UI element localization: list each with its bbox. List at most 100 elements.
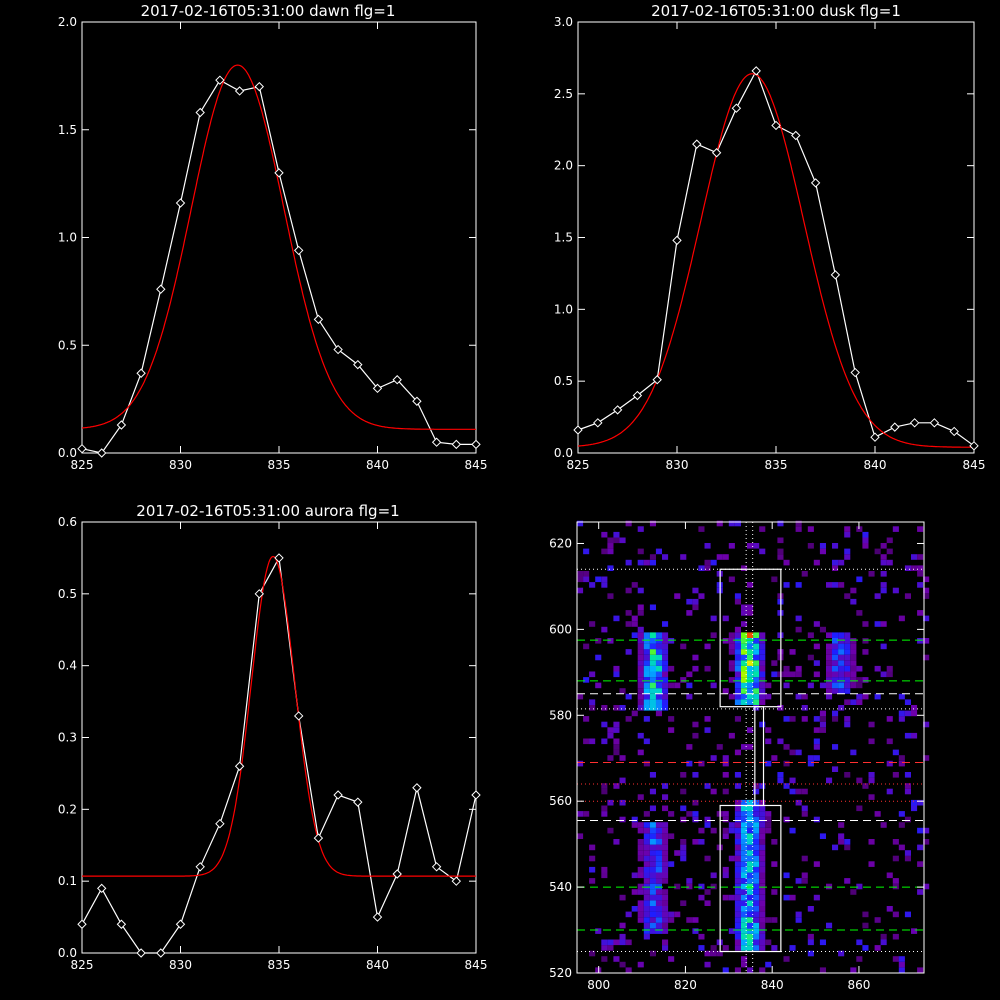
spectrogram-ytick-label: 580 [549,708,572,722]
spectrogram-pixel [643,933,650,940]
spectrogram-pixel [583,576,590,583]
spectrogram-pixel [874,621,881,627]
spectrogram-pixel [741,911,748,918]
spectrogram-pixel [868,721,875,728]
spectrogram-pixel [704,816,711,823]
spectrogram-pixel [856,693,863,700]
spectrogram-pixel [649,906,656,912]
spectrogram-pixel [662,699,669,705]
spectrogram-pixel [880,671,887,678]
spectrogram-pixel [747,610,754,616]
spectrogram-xtick-label: 860 [847,978,870,992]
spectrogram-pixel [734,839,741,845]
spectrogram-xtick-label: 800 [587,978,610,992]
spectrogram-pixel [759,911,766,918]
spectrogram-pixel [601,939,608,946]
spectrogram-pixel [662,917,669,923]
spectrogram-pixel [649,883,656,890]
spectrogram-pixel [686,883,693,890]
spectrogram-pixel [728,543,735,549]
spectrogram-pixel [819,682,826,689]
spectrogram-pixel [741,632,748,638]
dawn-xtick-label: 825 [71,458,94,472]
spectrogram-pixel [625,520,632,527]
spectrogram-pixel [649,950,656,957]
spectrogram-pixel [832,543,839,549]
spectrogram-pixel [741,822,748,828]
spectrogram-pixel [686,760,693,767]
spectrogram-pixel [862,783,869,789]
spectrogram-pixel [753,693,760,700]
spectrogram-pixel [753,928,760,934]
spectrogram-pixel [741,850,748,856]
spectrogram-pixel [759,939,766,946]
spectrogram-pixel [795,526,802,532]
spectrogram-pixel [747,688,754,694]
spectrogram-pixel [753,939,760,946]
spectrogram-pixel [886,872,893,879]
spectrogram-frame [576,521,925,974]
spectrogram-pixel [649,900,656,906]
spectrogram-pixel [856,805,863,812]
spectrogram-pixel [923,593,930,599]
spectrogram-pixel [662,878,669,884]
spectrogram-pixel [649,649,656,655]
spectrogram-pixel [850,749,857,756]
spectrogram-pixel [844,649,851,655]
spectrogram-pixel [734,671,741,678]
spectrogram-pixel [631,710,638,717]
spectrogram-pixel [722,872,729,879]
spectrogram-pixel [777,537,784,544]
spectrogram-pixel [655,911,662,918]
spectrogram-pixel [643,855,650,862]
spectrogram-pixel [734,917,741,923]
spectrogram-pixel [747,671,754,678]
spectrogram-pixel [783,760,790,767]
spectrogram-pixel [759,861,766,867]
spectrogram-pixel [795,878,802,884]
spectrogram-pixel [832,660,839,666]
spectrogram-pixel [734,772,741,778]
spectrogram-pixel [692,721,699,728]
spectrogram-pixel [759,822,766,828]
spectrogram-pixel [819,721,826,728]
dusk-xtick-label: 825 [567,458,590,472]
spectrogram-pixel [643,839,650,845]
spectrogram-pixel [753,866,760,873]
spectrogram-pixel [856,665,863,672]
dusk-data-point [573,425,583,435]
dawn-data-point [195,107,205,118]
spectrogram-pixel [613,727,620,733]
aurora-ytick-label: 0.2 [58,802,77,816]
spectrogram-pixel [789,945,796,951]
spectrogram-pixel [886,671,893,678]
spectrogram-pixel [874,945,881,951]
dawn-data-point [175,198,186,208]
spectrogram-pixel [631,816,638,823]
spectrogram-pixel [662,649,669,655]
spectrogram-pixel [734,833,741,839]
spectrogram-pixel [643,833,650,839]
spectrogram-pixel [655,660,662,666]
spectrogram-pixel [728,855,735,862]
spectrogram-pixel [753,671,760,678]
spectrogram-pixel [771,671,778,678]
spectrogram-pixel [753,839,760,845]
spectrogram-pixel [832,682,839,689]
spectrogram-pixel [589,621,596,627]
spectrogram-pixel [759,967,766,973]
aurora-data-point [412,783,422,793]
spectrogram-pixel [898,615,905,622]
spectrogram-pixel [613,721,620,728]
spectrogram-pixel [655,928,662,934]
dusk-frame [577,21,975,454]
spectrogram-pixel [759,855,766,862]
spectrogram-pixel [771,839,778,845]
spectrogram-pixel [668,682,675,689]
spectrogram-pixel [789,894,796,901]
spectrogram-pixel [643,682,650,689]
spectrogram-pixel [704,727,711,733]
spectrogram-pixel [734,632,741,638]
spectrogram-pixel [734,520,741,527]
spectrogram-pixel [741,917,748,923]
